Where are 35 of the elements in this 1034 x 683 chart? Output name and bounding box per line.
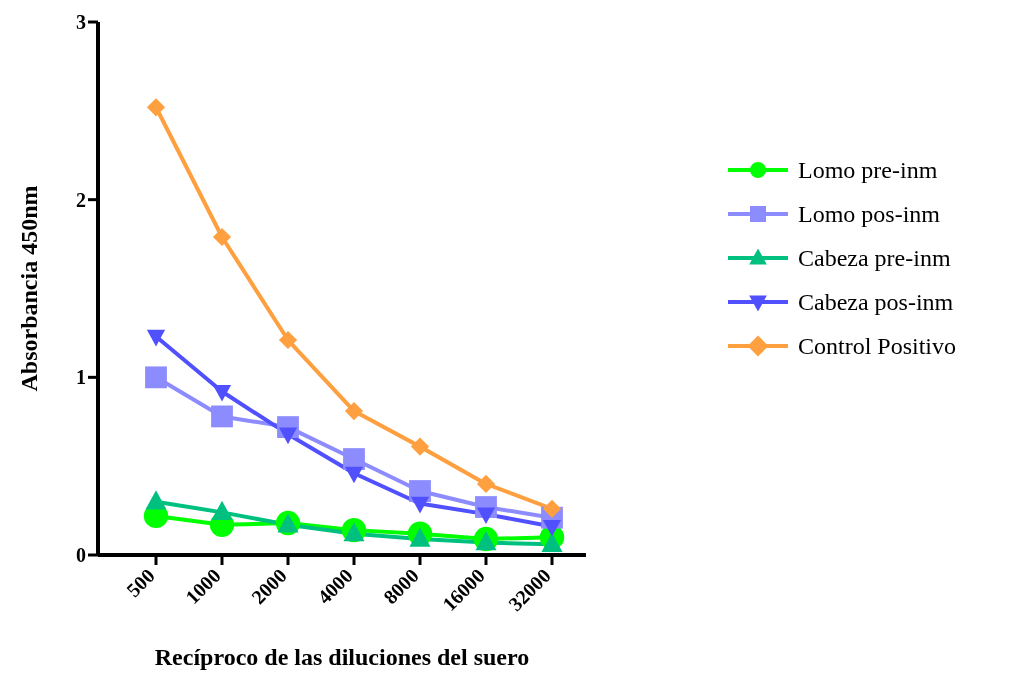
legend-label: Cabeza pos-inm — [798, 288, 954, 316]
x-tick-label: 4000 — [312, 564, 357, 609]
legend-label: Cabeza pre-inm — [798, 244, 951, 272]
legend-label: Control Positivo — [798, 332, 957, 360]
y-tick-label: 2 — [76, 188, 86, 211]
x-tick-label: 1000 — [180, 564, 225, 609]
point — [410, 496, 430, 514]
point — [278, 330, 298, 350]
point — [410, 437, 430, 456]
y-tick-label: 1 — [76, 366, 86, 389]
point — [211, 405, 233, 428]
x-tick-label: 8000 — [378, 564, 423, 609]
point — [278, 427, 298, 445]
legend-label: Lomo pos-inm — [798, 200, 940, 228]
point — [145, 366, 167, 389]
point — [344, 466, 364, 484]
y-tick-label: 3 — [76, 11, 86, 34]
point — [212, 227, 232, 247]
point — [409, 527, 431, 547]
y-axis-title: Absorbancia 450nm — [15, 185, 42, 392]
x-axis-title: Recíproco de las diluciones del suero — [154, 644, 530, 670]
point — [146, 98, 166, 117]
point — [344, 401, 364, 421]
point — [146, 329, 166, 347]
y-tick-label: 0 — [76, 544, 86, 567]
point — [145, 490, 167, 510]
point — [343, 522, 365, 542]
point — [475, 531, 497, 551]
legend-label: Lomo pre-inm — [798, 156, 938, 184]
x-tick-label: 500 — [122, 564, 159, 602]
point — [211, 500, 233, 521]
point — [212, 384, 232, 402]
point — [542, 499, 562, 518]
point — [476, 474, 496, 494]
point — [542, 519, 562, 537]
